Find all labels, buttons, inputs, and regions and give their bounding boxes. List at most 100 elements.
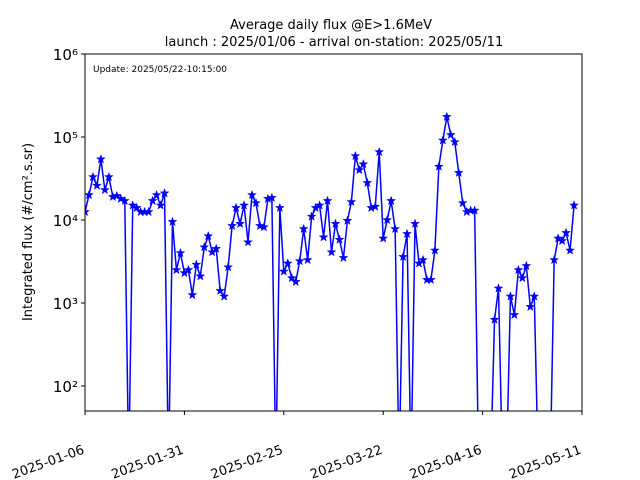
data-point [425,274,436,285]
data-point [211,243,222,254]
data-point [565,245,576,255]
data-point [223,261,234,272]
data-point [326,246,337,257]
data-point [346,196,357,207]
data-point [417,254,428,265]
data-point [191,259,202,269]
data-point [561,227,572,238]
data-point [147,195,158,206]
data-point [306,211,317,221]
data-point [330,218,341,229]
data-point [219,291,230,301]
data-point [382,214,393,225]
data-point [529,291,540,301]
data-point [445,129,456,140]
data-point [318,231,329,242]
data-point [429,245,440,255]
data-point [437,135,448,145]
data-point [227,220,238,231]
data-point [151,189,162,200]
data-point [103,171,114,182]
data-point [410,218,421,229]
data-point [453,167,464,178]
data-point [509,309,520,320]
y-tick-label: 10⁵ [53,129,78,147]
data-point [342,215,353,225]
chart-title: Average daily flux @E>1.6MeV [230,18,432,33]
data-point [286,272,297,283]
data-point [302,254,313,265]
data-point [187,289,198,300]
data-point [457,197,468,208]
data-point [119,195,130,206]
data-point [433,161,444,171]
data-point [469,205,480,215]
data-line [85,116,575,411]
data-point [290,276,301,287]
plot-area [85,111,580,411]
data-point [517,272,528,283]
data-point [557,235,568,246]
data-point [250,197,261,208]
data-point [183,264,194,275]
data-point [258,221,269,232]
data-point [231,202,242,213]
y-tick-label: 10² [53,378,78,396]
data-point [85,189,94,200]
data-point [390,223,401,234]
data-point [171,264,182,275]
data-point [521,260,532,271]
data-point [338,252,349,263]
y-tick-label: 10³ [53,295,78,313]
data-point [441,111,452,122]
axes-frame [84,53,583,412]
data-point [246,189,257,200]
data-point [314,200,325,210]
data-point [167,216,178,227]
data-point [87,171,98,182]
data-point [115,193,126,204]
data-point [294,255,305,266]
data-point [143,206,154,217]
data-point [199,241,210,252]
data-point [513,264,524,275]
data-point [493,283,504,293]
data-point [322,195,333,206]
data-point [378,233,389,243]
data-point [266,192,277,203]
data-point [203,230,214,241]
data-point [298,223,309,234]
data-point [278,266,289,276]
data-point [91,180,102,190]
data-point [489,314,500,324]
chart-subtitle: launch : 2025/01/06 - arrival on-station… [165,35,503,50]
data-point [386,195,397,206]
data-point [549,254,560,265]
data-point [235,218,246,229]
y-tick-label: 10⁴ [53,212,78,230]
annotation: Update: 2025/05/22-10:15:00 [93,65,227,75]
data-point [362,177,373,188]
data-point [334,234,345,244]
data-point [155,200,166,210]
data-point [127,200,138,210]
y-tick-label: 10⁶ [53,46,78,64]
data-point [358,158,369,169]
data-point [449,136,460,147]
data-point [159,187,170,198]
data-point [195,270,206,281]
data-point [243,236,254,247]
data-point [85,206,91,217]
data-point [99,184,110,195]
data-point [95,153,106,164]
data-point [505,291,516,301]
data-point [239,200,250,210]
data-point [553,233,564,243]
data-point [569,200,580,210]
data-point [274,202,285,213]
data-point [525,301,536,312]
data-point [354,164,365,175]
data-point [175,247,186,258]
